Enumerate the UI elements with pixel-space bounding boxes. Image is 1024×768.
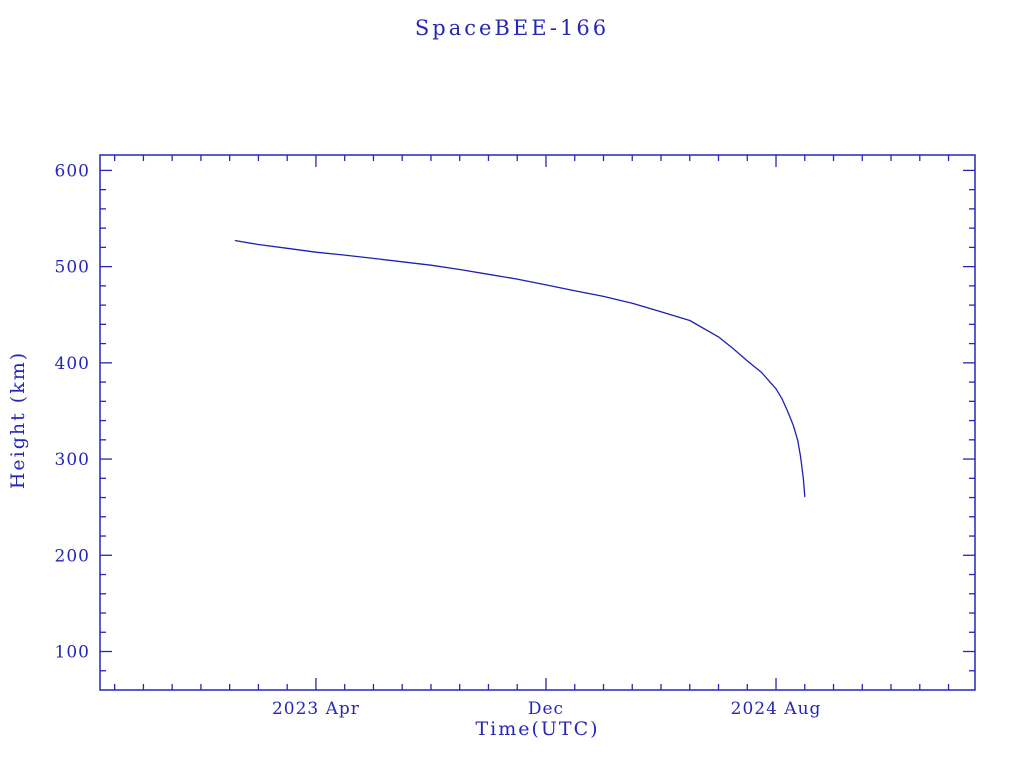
height-curve [234, 239, 806, 498]
x-axis-title: Time(UTC) [475, 718, 600, 740]
x-tick-label: 2023 Apr [272, 699, 360, 719]
plot-box [99, 154, 976, 691]
y-tick-label: 200 [55, 546, 90, 566]
y-tick-label: 600 [55, 161, 90, 181]
y-axis-title: Height (km) [7, 350, 29, 490]
chart-title: SpaceBEE-166 [414, 16, 610, 40]
y-tick-label: 300 [55, 450, 90, 470]
x-tick-label: Dec [528, 699, 564, 719]
x-tick-label: 2024 Aug [731, 699, 822, 719]
y-tick-label: 400 [55, 354, 90, 374]
y-tick-label: 100 [55, 643, 90, 663]
y-tick-label: 500 [55, 258, 90, 278]
